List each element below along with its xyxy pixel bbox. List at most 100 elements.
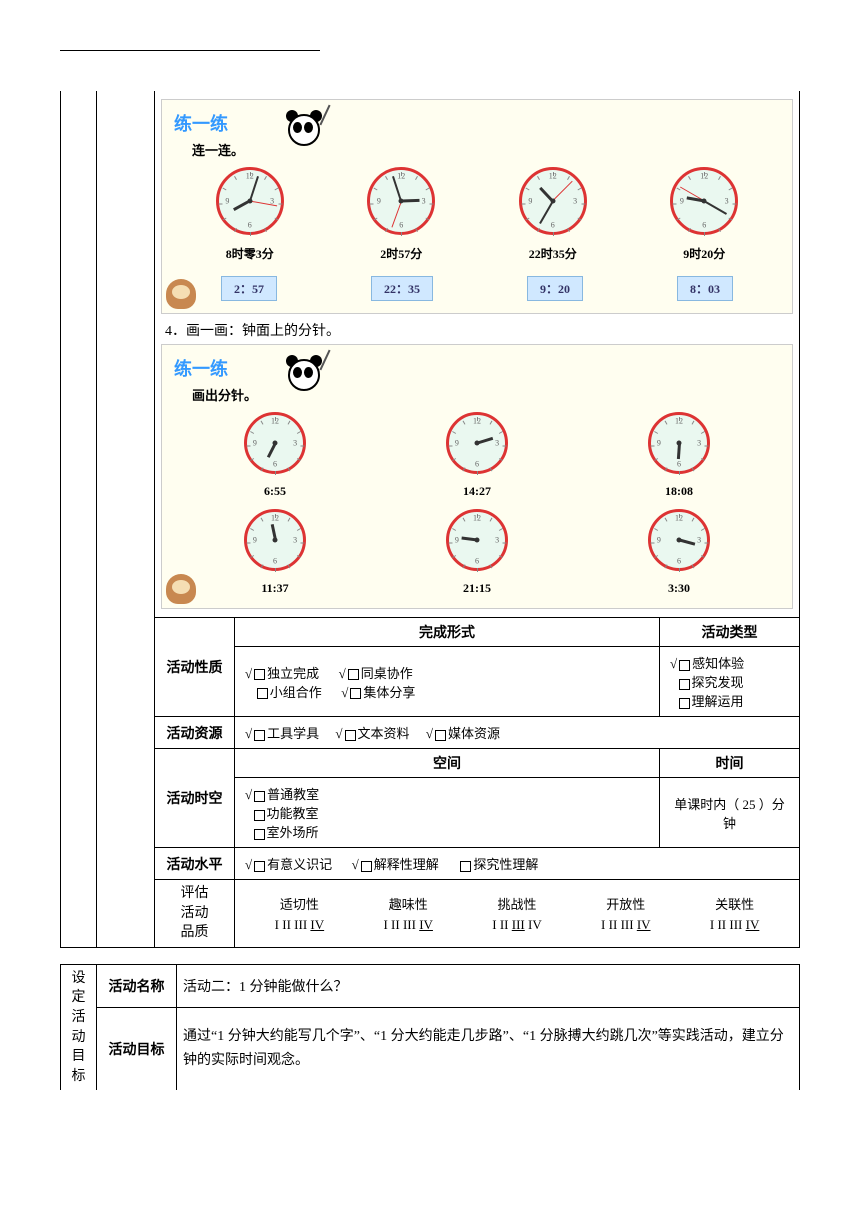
opt-inquire: 探究发现 [692,675,744,690]
ex1-clock-row: 369128时零3分369122时57分3691222时35分369129时20… [174,167,780,262]
time-value-cell: 单课时内（ 25 ）分钟 [660,778,800,848]
checkbox-icon[interactable] [361,861,372,872]
empty-mid-col [97,91,155,947]
opt-perceive: 感知体验 [692,656,744,671]
opt-function-room: 功能教室 [267,806,319,821]
activity-name-value: 活动二：1 分钟能做什么？ [177,964,800,1007]
opt-memorize: 有意义识记 [267,857,332,872]
clock-group: 3691214:27 [446,412,508,499]
clock-face: 36912 [670,167,738,235]
monkey-icon [166,279,196,309]
space-options: √普通教室 功能教室 室外场所 [235,778,660,848]
clock-group: 36912 8时零3分 [216,167,284,262]
checkbox-icon[interactable] [345,730,356,741]
clock-face: 36912 [446,509,508,571]
ex1-subtitle: 连一连。 [192,140,780,159]
checkbox-icon[interactable] [254,669,265,680]
time-value: 25 [743,797,756,812]
digital-time: 22：35 [371,276,433,301]
checkbox-icon[interactable] [350,688,361,699]
time-pre: 单课时内（ [674,797,739,812]
opt-text: 文本资料 [358,726,410,741]
complete-options: √独立完成 √同桌协作 小组合作 √集体分享 [235,647,660,717]
type-options: √感知体验 探究发现 理解运用 [660,647,800,717]
opt-deskmate: 同桌协作 [361,666,413,681]
clock-label: 14:27 [446,484,508,499]
opt-share: 集体分享 [363,685,415,700]
nature-label: 活动性质 [155,618,235,717]
ex2-subtitle: 画出分针。 [192,385,780,404]
opt-independent: 独立完成 [267,666,319,681]
clock-group: 36912 22时35分 [519,167,587,262]
checkbox-icon[interactable] [254,829,265,840]
time-header: 时间 [660,749,800,778]
header-rule [60,50,320,51]
digital-time: 9：20 [527,276,583,301]
checkbox-icon[interactable] [254,861,265,872]
checkbox-icon[interactable] [254,791,265,802]
rating-item: 适切性I II III IV [275,894,324,933]
activity-goal-label: 活动目标 [97,1007,177,1090]
checkbox-icon[interactable] [254,810,265,821]
rating-item: 开放性I II III IV [601,894,650,933]
clock-face: 36912 [367,167,435,235]
quality-ratings: 适切性I II III IV趣味性I II III IV挑战性I II III … [235,880,800,948]
clock-group: 3691211:37 [244,509,306,596]
ex2-clock-row-1: 369126:553691214:273691218:08 [174,412,780,499]
checkbox-icon[interactable] [679,660,690,671]
checkbox-icon[interactable] [257,688,268,699]
clock-face: 36912 [244,412,306,474]
opt-outdoor: 室外场所 [267,825,319,840]
clock-face: 36912 [519,167,587,235]
monkey-icon [166,574,196,604]
clock-group: 3691221:15 [446,509,508,596]
checkbox-icon[interactable] [348,669,359,680]
clock-label: 6:55 [244,484,306,499]
ex2-title: 练一练 [174,355,780,381]
checkbox-icon[interactable] [679,698,690,709]
clock-label: 8时零3分 [216,245,284,262]
level-label: 活动水平 [155,848,235,880]
checkbox-icon[interactable] [679,679,690,690]
opt-inquire-und: 探究性理解 [473,857,538,872]
opt-classroom: 普通教室 [267,787,319,802]
ex1-digital-row: 2：5722：359：208：03 [174,276,780,301]
checkbox-icon[interactable] [254,730,265,741]
activity-name-label: 活动名称 [97,964,177,1007]
level-options: √有意义识记 √解释性理解 探究性理解 [235,848,800,880]
exercises-cell: 练一练 连一连。 369128时零3分369122时57分3691222时35分… [155,91,800,618]
ex2-clock-row-2: 3691211:373691221:15369123:30 [174,509,780,596]
main-table-2: 设定 活动 目标 活动名称 活动二：1 分钟能做什么？ 活动目标 通过“1 分钟… [60,964,800,1091]
clock-label: 9时20分 [670,245,738,262]
resource-options: √工具学具 √文本资料 √媒体资源 [235,717,800,749]
space-header: 空间 [235,749,660,778]
clock-group: 36912 9时20分 [670,167,738,262]
digital-time: 2：57 [221,276,277,301]
exercise-2: 练一练 画出分针。 369126:553691214:273691218:08 … [161,344,793,609]
checkbox-icon[interactable] [460,861,471,872]
opt-tools: 工具学具 [267,726,319,741]
panda-icon [282,351,326,395]
checkbox-icon[interactable] [435,730,446,741]
complete-header: 完成形式 [235,618,660,647]
clock-group: 369122时57分 [367,167,435,262]
instruction-4: 4．画一画：钟面上的分针。 [165,320,793,340]
clock-group: 36912 6:55 [244,412,306,499]
opt-group: 小组合作 [270,685,322,700]
clock-label: 22时35分 [519,245,587,262]
exercise-1: 练一练 连一连。 369128时零3分369122时57分3691222时35分… [161,99,793,314]
opt-media: 媒体资源 [448,726,500,741]
type-header: 活动类型 [660,618,800,647]
opt-explain: 解释性理解 [374,857,439,872]
quality-side-label: 评估 活动 品质 [155,880,235,948]
activity-goal-value: 通过“1 分钟大约能写几个字”、“1 分大约能走几步路”、“1 分脉搏大约跳几次… [177,1007,800,1090]
rating-item: 趣味性I II III IV [383,894,432,933]
panda-icon [282,106,326,150]
main-table-1: 练一练 连一连。 369128时零3分369122时57分3691222时35分… [60,91,800,948]
rating-item: 关联性I II III IV [710,894,759,933]
clock-face: 36912 [216,167,284,235]
clock-label: 11:37 [244,581,306,596]
empty-left-col [61,91,97,947]
clock-group: 369123:30 [648,509,710,596]
goal-side-label: 设定 活动 目标 [61,964,97,1090]
